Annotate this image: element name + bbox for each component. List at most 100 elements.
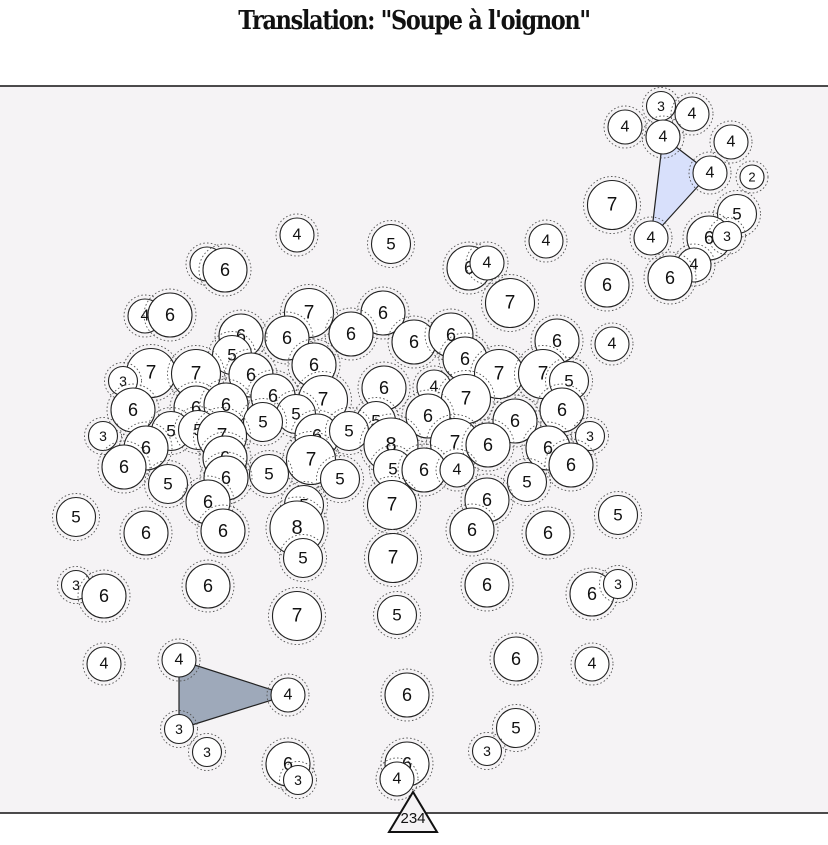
number-bubble[interactable]: 5 [279, 534, 327, 582]
bubble-halo [545, 357, 593, 405]
bubble-value: 6 [409, 332, 419, 352]
number-bubble[interactable]: 5 [144, 460, 192, 508]
number-bubble[interactable]: 7 [363, 476, 421, 534]
number-bubble[interactable]: 6 [324, 307, 378, 361]
number-bubble[interactable]: 5 [492, 704, 540, 752]
bubble-halo [437, 370, 495, 428]
bubble-halo [77, 569, 131, 623]
number-bubble[interactable]: 4 [465, 241, 509, 285]
number-bubble[interactable]: 6 [643, 251, 697, 305]
number-bubble[interactable]: 6 [77, 569, 131, 623]
number-bubble[interactable]: 4 [603, 105, 647, 149]
number-bubble[interactable]: 3 [188, 733, 226, 771]
number-bubble[interactable]: 6 [119, 506, 173, 560]
number-bubble[interactable]: 6 [521, 506, 575, 560]
bubble-halo [261, 737, 315, 791]
bubble-value: 4 [690, 257, 699, 274]
bubble-circle [360, 290, 406, 336]
bubble-value: 6 [482, 490, 492, 510]
number-bubble[interactable]: 5 [373, 591, 421, 639]
number-bubble[interactable]: 5 [52, 493, 100, 541]
number-bubble[interactable]: 4 [435, 448, 479, 492]
number-bubble[interactable]: 6 [198, 243, 252, 297]
bubble-halo [488, 394, 542, 448]
number-bubble[interactable]: 4 [266, 673, 310, 717]
triangle-icon [387, 790, 439, 833]
page-title: Translation: "Soupe à l'oignon" [238, 6, 591, 36]
bubble-halo [188, 733, 226, 771]
bubble-value: 7 [388, 548, 399, 569]
number-bubble[interactable]: 4 [670, 92, 714, 136]
number-bubble[interactable]: 5 [316, 455, 364, 503]
number-bubble[interactable]: 4 [275, 213, 319, 257]
bubble-circle [242, 401, 284, 443]
bubble-circle [692, 155, 728, 191]
number-bubble[interactable]: 7 [583, 176, 641, 234]
number-bubble[interactable]: 3 [708, 217, 746, 255]
number-bubble[interactable]: 4 [629, 216, 673, 260]
bubble-value: 5 [163, 475, 172, 494]
bubble-halo [709, 120, 753, 164]
bubble-halo [265, 496, 329, 560]
bubble-circle [86, 646, 122, 682]
number-bubble[interactable]: 6 [544, 438, 598, 492]
bubble-halo [214, 309, 268, 363]
number-bubble[interactable]: 6 [380, 668, 434, 722]
number-bubble[interactable]: 5 [594, 491, 642, 539]
bubble-value: 7 [461, 389, 472, 410]
bubble-halo [106, 383, 160, 437]
number-bubble[interactable]: 6 [445, 503, 499, 557]
number-bubble[interactable]: 5 [367, 220, 415, 268]
bubble-value: 4 [659, 129, 668, 146]
bubble-value: 3 [657, 98, 665, 114]
bubble-value: 4 [647, 230, 656, 247]
bubble-layer: 3444442756344646445466474676666665666773… [52, 87, 769, 801]
number-bubble[interactable]: 3 [84, 417, 122, 455]
number-bubble[interactable]: 5 [239, 398, 287, 446]
number-bubble[interactable]: 2 [735, 160, 769, 194]
number-bubble[interactable]: 4 [82, 642, 126, 686]
number-bubble[interactable]: 7 [481, 274, 539, 332]
bubble-value: 4 [542, 233, 551, 250]
number-bubble[interactable]: 6 [461, 418, 515, 472]
number-bubble[interactable]: 6 [181, 559, 235, 613]
number-bubble[interactable]: 6 [535, 383, 589, 437]
bubble-value: 5 [335, 470, 344, 489]
number-bubble[interactable]: 7 [268, 587, 326, 645]
number-bubble[interactable]: 6 [460, 558, 514, 612]
bubble-value: 6 [511, 649, 521, 669]
number-bubble[interactable]: 6 [260, 311, 314, 365]
number-bubble[interactable]: 4 [688, 151, 732, 195]
number-bubble[interactable]: 6 [489, 632, 543, 686]
number-bubble[interactable]: 3 [468, 732, 506, 770]
number-bubble[interactable]: 5 [503, 458, 551, 506]
number-bubble[interactable]: 6 [106, 383, 160, 437]
bubble-value: 5 [298, 549, 307, 568]
number-bubble[interactable]: 3 [571, 417, 609, 455]
number-bubble[interactable]: 6 [196, 504, 250, 558]
number-bubble[interactable]: 4 [641, 115, 685, 159]
bubble-value: 6 [446, 325, 456, 345]
bubble-value: 6 [378, 303, 388, 323]
bubble-halo [364, 529, 422, 587]
bubble-value: 3 [119, 373, 127, 389]
number-bubble[interactable]: 3 [599, 565, 637, 603]
number-bubble[interactable]: 5 [325, 407, 373, 455]
number-bubble[interactable]: 4 [157, 638, 201, 682]
bubble-halo [199, 378, 253, 432]
number-bubble[interactable]: 3 [279, 761, 317, 799]
bubble-circle [574, 646, 610, 682]
number-bubble[interactable]: 7 [364, 529, 422, 587]
number-bubble[interactable]: 6 [357, 361, 411, 415]
number-bubble[interactable]: 4 [524, 219, 568, 263]
number-bubble[interactable]: 7 [167, 345, 225, 403]
number-bubble[interactable]: 3 [160, 710, 198, 748]
number-bubble[interactable]: 4 [570, 642, 614, 686]
number-bubble[interactable]: 6 [580, 258, 634, 312]
number-bubble[interactable]: 4 [375, 757, 419, 801]
number-bubble[interactable]: 4 [590, 322, 634, 366]
number-bubble[interactable]: 6 [143, 288, 197, 342]
number-bubble[interactable]: 6 [97, 440, 151, 494]
number-bubble[interactable]: 4 [709, 120, 753, 164]
